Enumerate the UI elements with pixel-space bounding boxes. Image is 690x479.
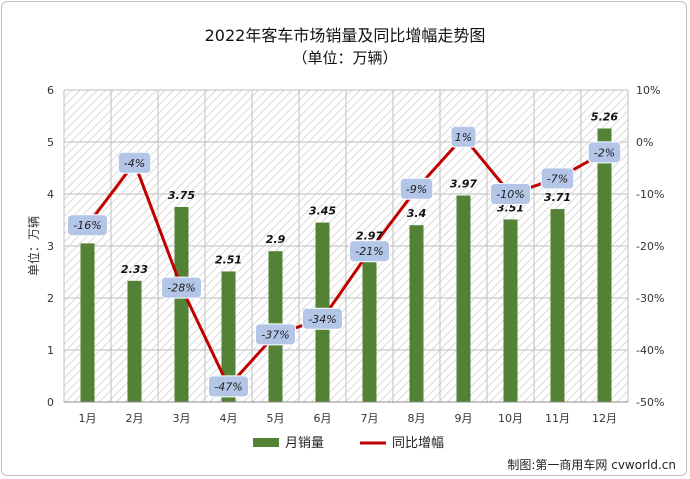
- y-right-tick-label: -20%: [636, 240, 664, 253]
- bar-9月: [456, 195, 471, 402]
- line-value-label: -7%: [547, 172, 568, 185]
- line-value-label: -21%: [355, 245, 383, 258]
- bar-value-label: 5.26: [591, 110, 618, 123]
- bar-value-label: 2.97: [356, 230, 383, 243]
- bar-value-label: 3.71: [544, 191, 571, 204]
- bar-4月: [221, 271, 236, 402]
- bar-value-label: 3.45: [309, 205, 336, 218]
- line-value-label: -9%: [406, 183, 427, 196]
- line-point: [450, 125, 477, 148]
- x-tick-label: 10月: [498, 412, 523, 425]
- line-point: [399, 177, 434, 200]
- line-point: [208, 375, 249, 398]
- chart-title: 2022年客车市场销量及同比增幅走势图: [204, 26, 486, 45]
- line-value-label: -2%: [594, 146, 615, 159]
- x-tick-label: 2月: [126, 412, 144, 425]
- line-value-label: -37%: [261, 328, 289, 341]
- legend: 月销量 同比增幅: [253, 436, 444, 451]
- bar-3月: [174, 207, 189, 402]
- y-left-tick-label: 3: [47, 240, 54, 253]
- bar-value-label: 2.51: [215, 253, 242, 266]
- x-tick-label: 4月: [220, 412, 238, 425]
- bar-10月: [503, 219, 518, 402]
- bar-series: [80, 128, 612, 403]
- y-right-tick-label: -50%: [636, 396, 664, 409]
- line-value-label: -28%: [167, 282, 195, 295]
- chart-subtitle: （单位：万辆）: [292, 49, 398, 67]
- credit-text: 制图:第一商用车网 cvworld.cn: [507, 458, 676, 472]
- legend-swatch-bar: [253, 438, 279, 447]
- y-right-tick-label: -40%: [636, 344, 664, 357]
- x-tick-label: 6月: [314, 412, 332, 425]
- bar-value-label: 3.75: [168, 189, 195, 202]
- line-point: [117, 151, 152, 174]
- bar-value-label: 2.9: [266, 233, 286, 246]
- line-point: [161, 276, 202, 299]
- bar-value-label: 3.4: [407, 207, 427, 220]
- line-point: [302, 307, 343, 330]
- bar-value-label: 2.33: [121, 263, 148, 276]
- bar-7月: [362, 247, 377, 402]
- line-point: [349, 240, 390, 263]
- y-axis-label: 单位：万辆: [26, 216, 41, 276]
- y-right-tick-label: 10%: [636, 84, 660, 97]
- bar-8月: [409, 225, 424, 402]
- bar-12月: [597, 128, 612, 403]
- legend-label-line: 同比增幅: [392, 436, 444, 451]
- line-point: [490, 183, 531, 205]
- bar-2月: [127, 280, 142, 402]
- line-value-label: 1%: [455, 131, 472, 144]
- line-value-label: -10%: [496, 188, 524, 201]
- line-value-label: -4%: [124, 157, 145, 170]
- bar-11月: [550, 209, 565, 402]
- y-left-tick-label: 0: [47, 396, 54, 409]
- line-value-label: -34%: [308, 313, 336, 326]
- legend-label-bar: 月销量: [285, 436, 324, 451]
- line-point: [540, 167, 575, 190]
- x-tick-label: 7月: [361, 412, 379, 425]
- data-labels: 2.333.752.512.93.452.973.43.973.513.715.…: [67, 110, 622, 398]
- y-left-tick-label: 4: [47, 188, 54, 201]
- y-right-tick-label: 0%: [636, 136, 653, 149]
- y-left-tick-label: 5: [47, 136, 54, 149]
- bar-1月: [80, 243, 95, 402]
- x-tick-label: 3月: [173, 412, 191, 425]
- y-right-tick-label: -10%: [636, 188, 664, 201]
- y-left-tick-label: 1: [47, 344, 54, 357]
- y-left-tick-label: 2: [47, 292, 54, 305]
- line-point: [67, 214, 108, 237]
- bar-value-label: 3.97: [450, 178, 477, 191]
- x-tick-label: 8月: [408, 412, 426, 425]
- x-tick-label: 12月: [592, 412, 617, 425]
- line-value-label: -47%: [214, 380, 242, 393]
- line-value-label: -16%: [73, 219, 101, 232]
- y-left-tick-label: 6: [47, 84, 54, 97]
- line-point: [587, 141, 622, 164]
- x-tick-label: 9月: [455, 412, 473, 425]
- x-tick-label: 1月: [79, 412, 97, 425]
- axes: 0 1 2 3 4 5 6 -50% -40% -30% -20% -10% 0% 10% 1月 2月 3月 4月…: [26, 84, 664, 425]
- x-tick-label: 11月: [545, 412, 570, 425]
- y-right-tick-label: -30%: [636, 292, 664, 305]
- line-point: [255, 323, 296, 346]
- x-tick-label: 5月: [267, 412, 285, 425]
